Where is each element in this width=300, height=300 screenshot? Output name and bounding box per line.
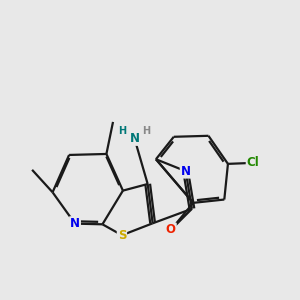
Text: N: N xyxy=(181,165,191,178)
Text: H: H xyxy=(142,126,150,136)
Text: H: H xyxy=(118,126,126,136)
Text: Cl: Cl xyxy=(247,156,260,170)
Text: N: N xyxy=(70,217,80,230)
Text: S: S xyxy=(118,229,126,242)
Text: O: O xyxy=(166,224,176,236)
Text: N: N xyxy=(130,132,140,145)
